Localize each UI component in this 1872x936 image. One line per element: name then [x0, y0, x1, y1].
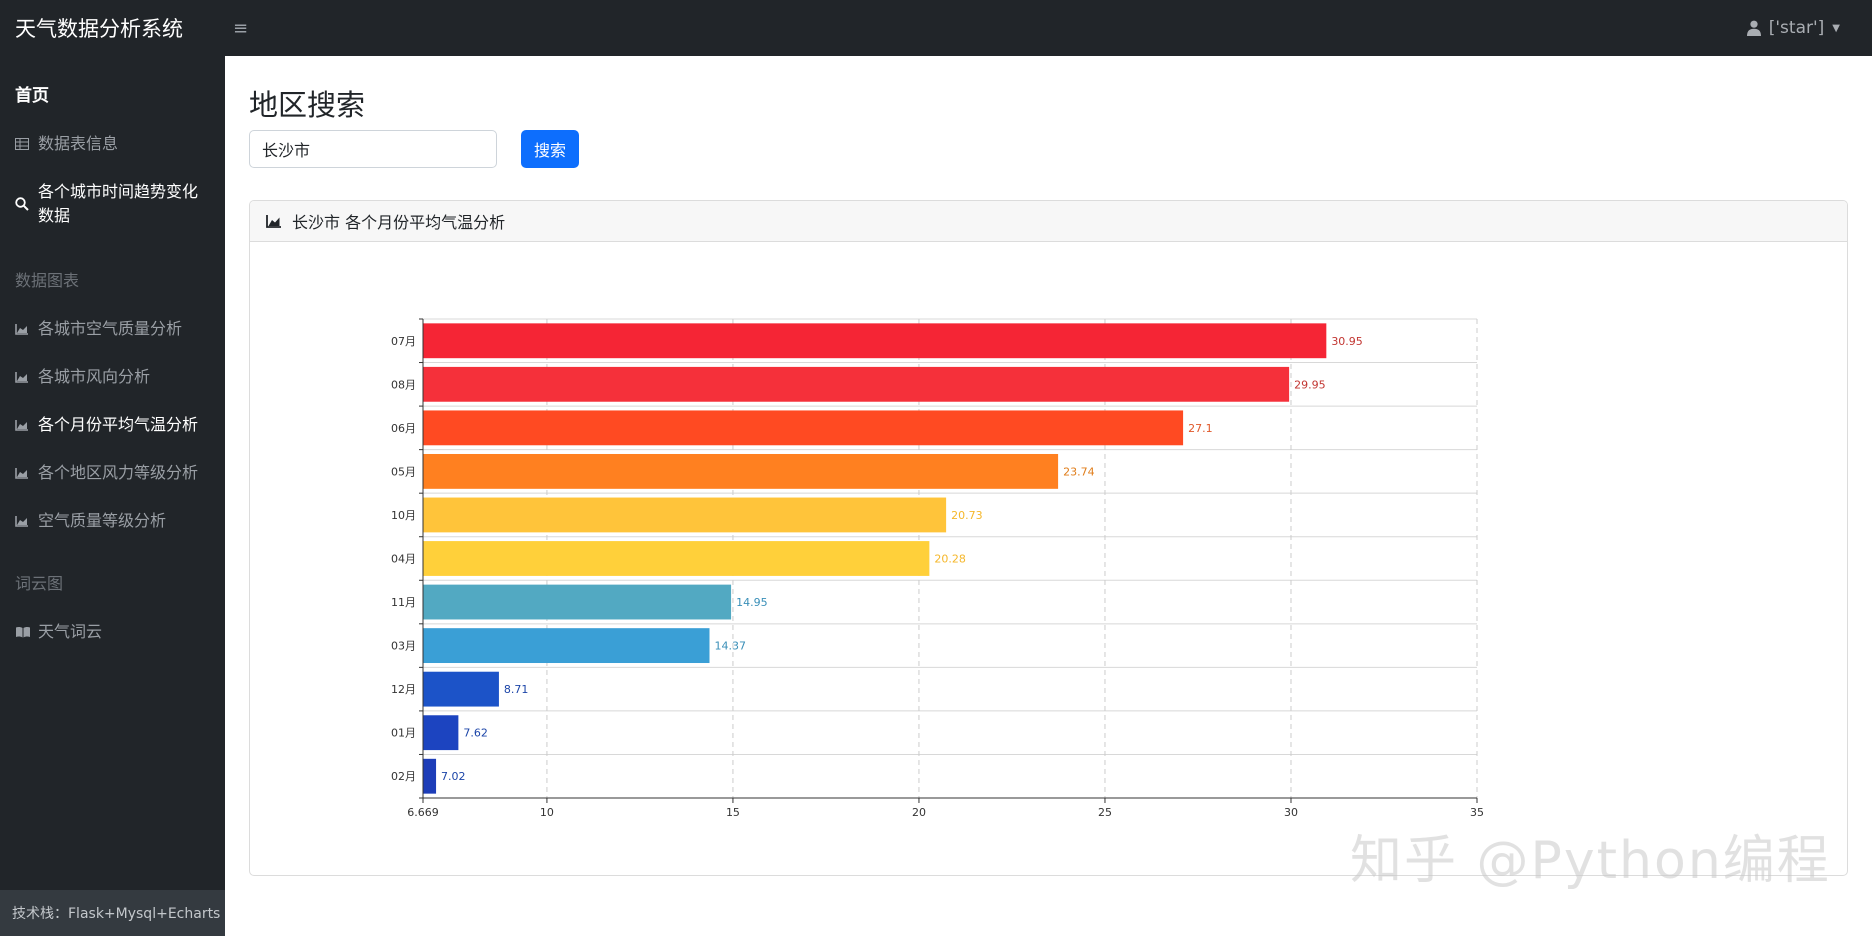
- area-chart-icon: [15, 461, 33, 485]
- sidebar-item-label: 各个月份平均气温分析: [38, 415, 199, 434]
- card-header: 长沙市 各个月份平均气温分析: [250, 201, 1847, 242]
- bar-value-label: 8.71: [504, 683, 529, 696]
- y-tick-label: 01月: [391, 727, 416, 740]
- bar: [423, 410, 1184, 446]
- y-tick-label: 05月: [391, 465, 416, 478]
- sidebar-item-label: 各城市风向分析: [38, 367, 151, 386]
- area-chart-icon: [15, 509, 33, 533]
- bar-value-label: 30.95: [1331, 335, 1363, 348]
- top-navbar: 天气数据分析系统 ≡ ['star'] ▼: [0, 0, 1872, 56]
- x-tick-label: 30: [1284, 806, 1298, 819]
- sidebar-item-wind-level[interactable]: 各个地区风力等级分析: [15, 461, 215, 485]
- y-tick-label: 11月: [391, 596, 416, 609]
- y-tick-label: 10月: [391, 509, 416, 522]
- book-icon: [15, 620, 33, 644]
- y-tick-label: 12月: [391, 683, 416, 696]
- y-tick-label: 06月: [391, 422, 416, 435]
- bar: [423, 671, 499, 707]
- x-tick-label: 20: [912, 806, 926, 819]
- bar-value-label: 14.37: [715, 640, 747, 653]
- area-chart-icon: [15, 413, 33, 437]
- x-tick-label: 10: [540, 806, 554, 819]
- watermark: 知乎 @Python编程: [1350, 831, 1831, 891]
- app-brand[interactable]: 天气数据分析系统: [15, 17, 183, 41]
- y-tick-label: 08月: [391, 378, 416, 391]
- user-name: ['star']: [1768, 18, 1825, 38]
- area-chart-icon: [15, 317, 33, 341]
- search-button[interactable]: 搜索: [521, 130, 579, 168]
- bar: [423, 366, 1290, 402]
- bar: [423, 541, 930, 576]
- sidebar-item-monthly-temp[interactable]: 各个月份平均气温分析: [15, 413, 215, 437]
- bar-value-label: 23.74: [1063, 465, 1095, 478]
- user-icon: [1746, 20, 1761, 36]
- sidebar-item-air-level[interactable]: 空气质量等级分析: [15, 509, 215, 533]
- sidebar-toggle-icon[interactable]: ≡: [233, 17, 249, 39]
- caret-down-icon: ▼: [1832, 22, 1840, 34]
- bar: [423, 758, 437, 794]
- sidebar-section-charts: 数据图表: [15, 271, 80, 290]
- sidebar-item-label: 各城市空气质量分析: [38, 319, 183, 338]
- sidebar-section-wordcloud: 词云图: [15, 574, 64, 593]
- sidebar-item-label: 各个地区风力等级分析: [38, 463, 199, 482]
- area-chart-icon: [266, 215, 281, 228]
- user-menu[interactable]: ['star'] ▼: [1746, 0, 1840, 56]
- bar-value-label: 7.02: [441, 770, 466, 783]
- y-tick-label: 03月: [391, 640, 416, 653]
- monthly-temperature-chart: 30.95 07月 29.95 08月 27.1 06月 23.74 05月 20.73 10月 2…: [391, 318, 1484, 819]
- area-chart-icon: [15, 365, 33, 389]
- bar-value-label: 20.73: [951, 509, 983, 522]
- bar: [423, 584, 732, 620]
- bar: [423, 497, 947, 533]
- bar-value-label: 20.28: [934, 553, 966, 566]
- bar-value-label: 27.1: [1188, 422, 1213, 435]
- search-input[interactable]: [249, 130, 497, 168]
- sidebar-item-label: 空气质量等级分析: [38, 511, 167, 530]
- sidebar: 首页 数据表信息 各个城市时间趋势变化数据 数据图表 各城市空气质量分析 各城市…: [0, 56, 225, 936]
- bar: [423, 323, 1327, 359]
- sidebar-item-weather-wordcloud[interactable]: 天气词云: [15, 620, 215, 644]
- sidebar-item-wind-direction[interactable]: 各城市风向分析: [15, 365, 215, 389]
- sidebar-item-table-info[interactable]: 数据表信息: [15, 132, 215, 156]
- sidebar-item-label: 数据表信息: [38, 134, 119, 153]
- sidebar-item-air-quality[interactable]: 各城市空气质量分析: [15, 317, 215, 341]
- x-tick-label: 25: [1098, 806, 1112, 819]
- y-tick-label: 04月: [391, 553, 416, 566]
- page-title: 地区搜索: [249, 88, 366, 122]
- x-tick-label: 6.669: [407, 806, 439, 819]
- sidebar-item-label: 天气词云: [38, 622, 103, 641]
- bar: [423, 628, 710, 664]
- y-tick-label: 02月: [391, 770, 416, 783]
- main-content: 地区搜索 搜索 长沙市 各个月份平均气温分析 30.95 07月 29.95 08月 2…: [225, 56, 1872, 936]
- search-icon: [15, 180, 33, 228]
- card-title: 长沙市 各个月份平均气温分析: [292, 213, 506, 232]
- bar-value-label: 7.62: [463, 727, 488, 740]
- sidebar-item-label: 各个城市时间趋势变化数据: [38, 182, 199, 225]
- sidebar-item-city-trend[interactable]: 各个城市时间趋势变化数据: [15, 180, 205, 228]
- x-tick-label: 15: [726, 806, 740, 819]
- x-tick-label: 35: [1470, 806, 1484, 819]
- y-tick-label: 07月: [391, 335, 416, 348]
- bar: [423, 715, 459, 751]
- sidebar-footer: 技术栈：Flask+Mysql+Echarts: [0, 890, 225, 936]
- chart-card: 长沙市 各个月份平均气温分析 30.95 07月 29.95 08月 27.1 06月 23…: [249, 200, 1848, 876]
- sidebar-item-home[interactable]: 首页: [15, 86, 49, 106]
- table-icon: [15, 132, 33, 156]
- bar-value-label: 14.95: [736, 596, 768, 609]
- bar: [423, 453, 1059, 489]
- bar-value-label: 29.95: [1294, 378, 1326, 391]
